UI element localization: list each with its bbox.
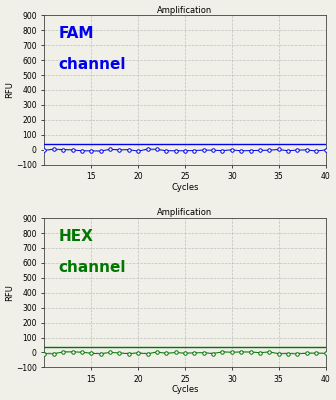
Y-axis label: RFU: RFU — [6, 284, 14, 301]
X-axis label: Cycles: Cycles — [171, 386, 199, 394]
Text: FAM: FAM — [58, 26, 94, 41]
Title: Amplification: Amplification — [157, 208, 213, 217]
X-axis label: Cycles: Cycles — [171, 183, 199, 192]
Title: Amplification: Amplification — [157, 6, 213, 14]
Y-axis label: RFU: RFU — [6, 82, 14, 98]
Text: HEX: HEX — [58, 228, 93, 244]
Text: channel: channel — [58, 260, 126, 275]
Text: channel: channel — [58, 57, 126, 72]
